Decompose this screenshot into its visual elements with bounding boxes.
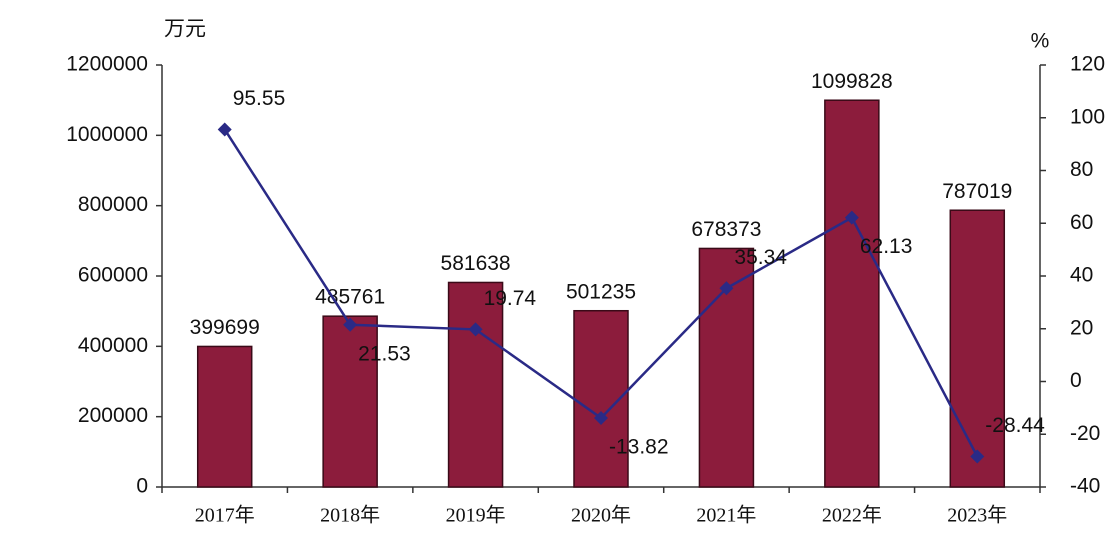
line-marker [719, 281, 734, 296]
x-tick-label: 2019年 [446, 504, 506, 527]
y2-tick-label: -20 [1070, 422, 1100, 445]
y2-tick-label: 20 [1070, 316, 1093, 339]
line-marker [217, 122, 232, 137]
y-tick-label: 1200000 [66, 53, 148, 76]
line-marker [594, 410, 608, 425]
y2-tick-label: -40 [1070, 475, 1100, 498]
x-tick-label: 2022年 [822, 504, 882, 527]
line-value-label: -28.44 [985, 414, 1045, 437]
bar [949, 209, 1006, 488]
y-tick-label: 0 [136, 475, 148, 498]
line-marker [844, 210, 859, 225]
bar-value-label: 399699 [190, 316, 260, 339]
y-tick-label: 200000 [78, 404, 148, 427]
line-marker [343, 317, 358, 332]
bar [196, 345, 253, 488]
line-value-label: 95.55 [233, 87, 286, 110]
bar-value-label: 1099828 [811, 70, 893, 93]
bar [322, 315, 378, 488]
x-tick-label: 2021年 [696, 504, 756, 527]
x-tick-label: 2020年 [571, 504, 631, 527]
line-value-label: 19.74 [484, 287, 537, 310]
bar [447, 281, 504, 488]
y2-tick-label: 0 [1070, 369, 1082, 392]
x-tick-label: 2017年 [195, 504, 255, 527]
y2-tick-label: 80 [1070, 158, 1093, 181]
x-tick-label: 2018年 [320, 504, 380, 527]
line-value-label: 62.13 [860, 235, 913, 258]
y-tick-label: 800000 [78, 193, 148, 216]
line-value-label: 21.53 [358, 342, 411, 365]
bar-value-label: 581638 [441, 252, 511, 275]
y2-tick-label: 40 [1070, 264, 1093, 287]
y2-tick-label: 120 [1070, 53, 1105, 76]
y-tick-label: 400000 [78, 334, 148, 357]
y-unit: 万元 [164, 18, 206, 41]
line-marker [970, 449, 985, 464]
bar [824, 99, 880, 488]
y2-tick-label: 100 [1070, 105, 1105, 128]
bar-value-label: 485761 [315, 286, 385, 309]
line-value-label: -13.82 [609, 435, 669, 458]
bar-value-label: 678373 [691, 218, 761, 241]
y-tick-label: 600000 [78, 264, 148, 287]
y2-unit: % [1031, 30, 1050, 53]
bar-value-label: 787019 [942, 180, 1012, 203]
line-marker [468, 322, 483, 337]
y-tick-label: 1000000 [66, 123, 148, 146]
y2-tick-label: 60 [1070, 211, 1093, 234]
line-value-label: 35.34 [734, 246, 787, 269]
x-tick-label: 2023年 [947, 504, 1007, 527]
bar-value-label: 501235 [566, 280, 636, 303]
